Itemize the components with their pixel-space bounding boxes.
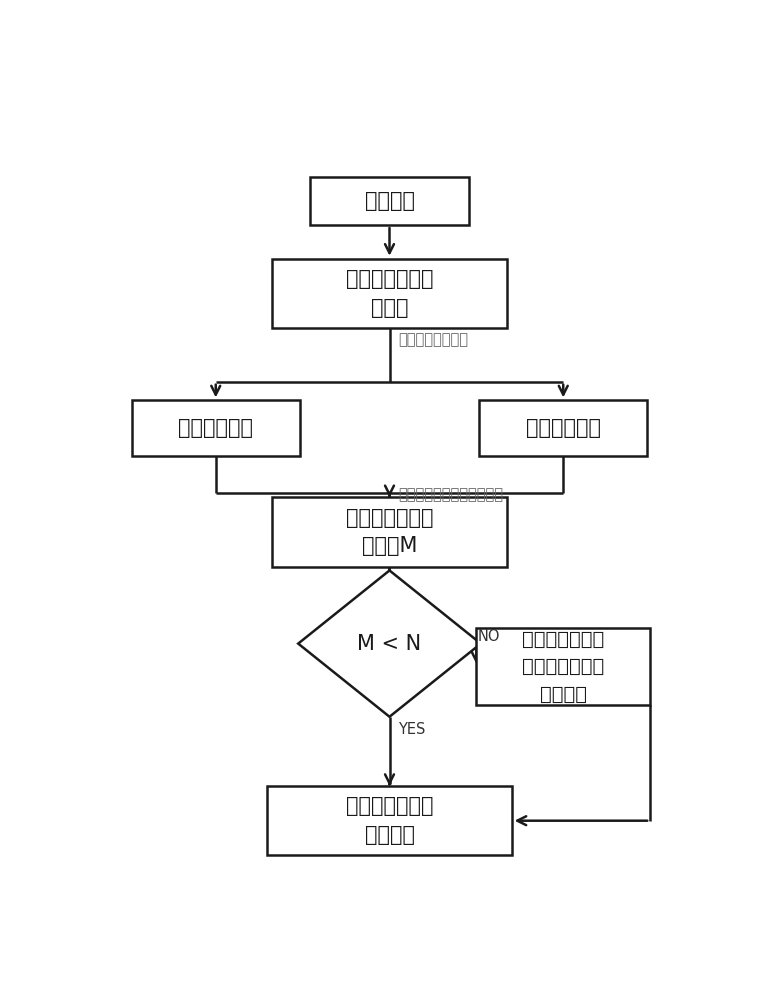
Text: 得出病人放疗的
最优剂量: 得出病人放疗的 最优剂量 (346, 796, 433, 845)
Text: YES: YES (398, 722, 426, 737)
Text: 图像相关特征提取: 图像相关特征提取 (398, 332, 468, 347)
FancyBboxPatch shape (477, 628, 650, 705)
Text: 把预测值交给临
床医生经过临床
医生选择: 把预测值交给临 床医生经过临床 医生选择 (522, 630, 604, 703)
Text: M < N: M < N (357, 634, 422, 654)
FancyBboxPatch shape (272, 259, 507, 328)
Text: 得到两种模型的计量预测值: 得到两种模型的计量预测值 (398, 487, 503, 502)
Text: NO: NO (477, 629, 500, 644)
Text: 病人入院: 病人入院 (365, 191, 414, 211)
Text: 病人肿瘤分子图
像获取: 病人肿瘤分子图 像获取 (346, 269, 433, 318)
Text: 剂量公式模型: 剂量公式模型 (526, 418, 600, 438)
Polygon shape (298, 570, 481, 717)
Text: 两种剂量预测值
的差值M: 两种剂量预测值 的差值M (346, 508, 433, 556)
FancyBboxPatch shape (480, 400, 648, 456)
FancyBboxPatch shape (310, 177, 469, 225)
FancyBboxPatch shape (131, 400, 299, 456)
FancyBboxPatch shape (268, 786, 511, 855)
FancyBboxPatch shape (272, 497, 507, 567)
Text: 神经网络模型: 神经网络模型 (179, 418, 253, 438)
